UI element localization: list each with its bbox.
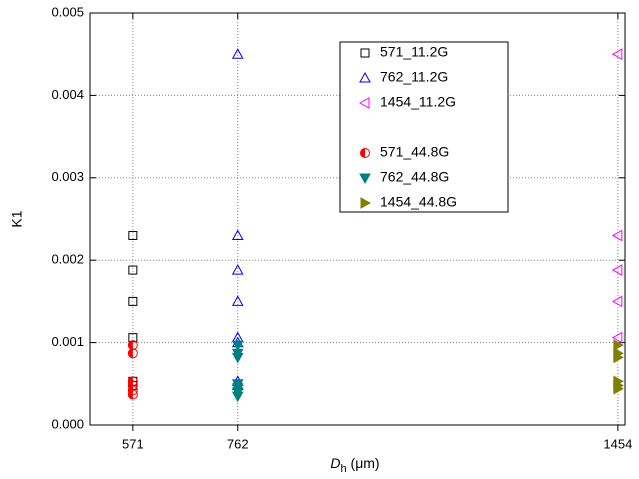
- marker-shape: [360, 148, 365, 158]
- legend-label: 762_11.2G: [380, 69, 448, 85]
- marker-shape: [231, 48, 244, 59]
- marker: [128, 230, 138, 240]
- marker-shape: [231, 352, 244, 364]
- marker: [611, 295, 623, 308]
- legend-label: 571_44.8G: [380, 144, 449, 160]
- x-tick-label: 762: [227, 436, 249, 451]
- marker-shape: [611, 295, 623, 308]
- marker-shape: [611, 229, 623, 242]
- marker-shape: [128, 296, 138, 306]
- legend-label: 762_44.8G: [380, 169, 449, 185]
- marker: [611, 229, 623, 242]
- marker-shape: [231, 391, 244, 403]
- legend-label: 571_11.2G: [380, 44, 448, 60]
- legend-label: 1454_11.2G: [380, 94, 456, 110]
- marker-shape: [231, 264, 244, 275]
- marker-shape: [613, 339, 624, 351]
- legend-marker: [359, 71, 371, 83]
- marker-shape: [613, 382, 624, 395]
- marker-shape: [611, 264, 623, 276]
- marker: [231, 340, 244, 352]
- marker: [231, 352, 244, 364]
- x-label-symbol: D: [330, 455, 340, 471]
- marker-shape: [127, 348, 138, 359]
- y-axis-label: K1: [9, 210, 25, 227]
- marker: [127, 348, 138, 359]
- x-label-subscript: h: [341, 463, 347, 475]
- marker-shape: [231, 229, 244, 240]
- marker: [128, 296, 138, 306]
- marker-shape: [128, 265, 138, 275]
- marker: [128, 265, 138, 275]
- legend-label: 1454_44.8G: [380, 194, 457, 210]
- marker-shape: [359, 173, 371, 185]
- marker-shape: [360, 48, 370, 58]
- marker: [611, 264, 623, 276]
- y-tick-label: 0.001: [51, 334, 84, 349]
- legend-marker: [360, 197, 372, 209]
- y-tick-label: 0.002: [51, 252, 84, 267]
- marker: [231, 391, 244, 403]
- y-tick-label: 0.005: [51, 4, 84, 19]
- legend-marker: [360, 148, 370, 158]
- marker-shape: [613, 351, 624, 364]
- marker-shape: [128, 230, 138, 240]
- marker-shape: [358, 97, 370, 109]
- x-axis-label: Dh (μm): [330, 455, 379, 475]
- legend-marker: [358, 97, 370, 109]
- marker: [231, 264, 244, 275]
- x-tick-label: 571: [122, 436, 144, 451]
- legend-marker: [360, 48, 370, 58]
- x-label-unit: (μm): [347, 455, 380, 471]
- marker-shape: [128, 348, 133, 358]
- marker: [611, 331, 623, 344]
- legend-marker: [359, 173, 371, 185]
- marker-shape: [128, 390, 133, 400]
- marker-shape: [127, 389, 138, 400]
- marker: [613, 351, 624, 364]
- marker: [613, 382, 624, 395]
- marker-shape: [360, 148, 370, 158]
- marker-shape: [360, 197, 372, 209]
- marker: [231, 229, 244, 240]
- plot-frame: [89, 12, 626, 426]
- marker: [611, 48, 623, 61]
- marker: [231, 295, 244, 306]
- legend-box: [339, 41, 509, 213]
- marker: [127, 389, 138, 400]
- x-tick-label: 1454: [603, 436, 632, 451]
- marker-shape: [359, 71, 371, 83]
- y-tick-label: 0.000: [51, 416, 84, 431]
- y-tick-label: 0.004: [51, 87, 84, 102]
- marker-shape: [611, 48, 623, 61]
- y-tick-label: 0.003: [51, 169, 84, 184]
- marker-shape: [611, 331, 623, 344]
- marker-shape: [231, 340, 244, 352]
- marker: [127, 340, 138, 351]
- marker: [613, 339, 624, 351]
- marker: [231, 48, 244, 59]
- marker-shape: [128, 340, 133, 350]
- marker-shape: [231, 295, 244, 306]
